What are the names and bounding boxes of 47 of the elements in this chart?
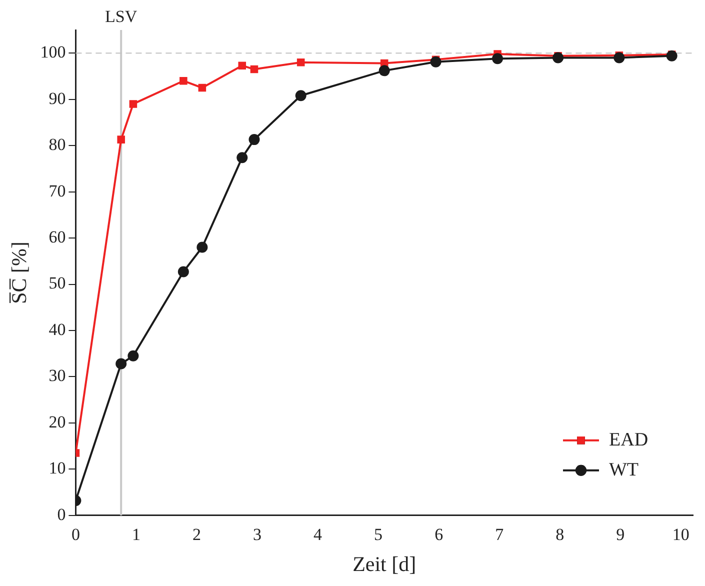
point bbox=[238, 62, 246, 70]
point bbox=[430, 56, 442, 68]
point bbox=[198, 84, 206, 92]
x-tick-label: 3 bbox=[253, 525, 262, 544]
point bbox=[250, 65, 258, 74]
y-tick-label: 100 bbox=[40, 42, 66, 62]
point bbox=[128, 350, 139, 362]
point bbox=[666, 50, 678, 62]
x-tick-label: 1 bbox=[132, 525, 140, 544]
point bbox=[296, 58, 305, 66]
point bbox=[248, 134, 260, 146]
point bbox=[117, 136, 125, 144]
legend-label: WT bbox=[609, 459, 639, 480]
point bbox=[492, 53, 504, 64]
legend-label: EAD bbox=[609, 429, 648, 450]
point bbox=[180, 76, 188, 85]
x-axis-title: Zeit [d] bbox=[352, 552, 416, 576]
x-tick-label: 10 bbox=[672, 525, 690, 544]
point bbox=[295, 90, 306, 102]
ref-line-label: LSV bbox=[105, 6, 138, 26]
x-tick-label: 0 bbox=[71, 525, 80, 544]
x-tick-label: 6 bbox=[434, 525, 444, 544]
y-tick-label: 30 bbox=[48, 366, 66, 386]
point bbox=[196, 242, 208, 253]
x-tick-label: 4 bbox=[314, 525, 323, 544]
y-tick-label: 60 bbox=[48, 227, 66, 246]
point bbox=[378, 65, 390, 76]
y-tick-label: 50 bbox=[48, 274, 66, 293]
y-tick-label: 0 bbox=[57, 504, 66, 524]
y-tick-label: 10 bbox=[48, 458, 66, 478]
x-tick-label: 9 bbox=[616, 525, 625, 544]
x-tick-label: 2 bbox=[192, 525, 201, 544]
x-tick-label: 5 bbox=[374, 525, 383, 544]
point bbox=[614, 52, 625, 64]
point bbox=[552, 52, 564, 64]
point bbox=[129, 100, 138, 108]
point bbox=[236, 152, 248, 164]
y-axis-title: S̅C̅ [%] bbox=[7, 241, 32, 304]
point bbox=[178, 266, 189, 278]
y-tick-label: 90 bbox=[48, 88, 66, 108]
x-tick-label: 8 bbox=[556, 525, 564, 544]
y-tick-label: 70 bbox=[48, 181, 66, 200]
y-tick-label: 40 bbox=[48, 320, 66, 339]
x-tick-label: 7 bbox=[495, 525, 504, 544]
y-tick-label: 80 bbox=[48, 135, 66, 154]
y-tick-label: 20 bbox=[48, 412, 66, 432]
point bbox=[116, 358, 127, 370]
